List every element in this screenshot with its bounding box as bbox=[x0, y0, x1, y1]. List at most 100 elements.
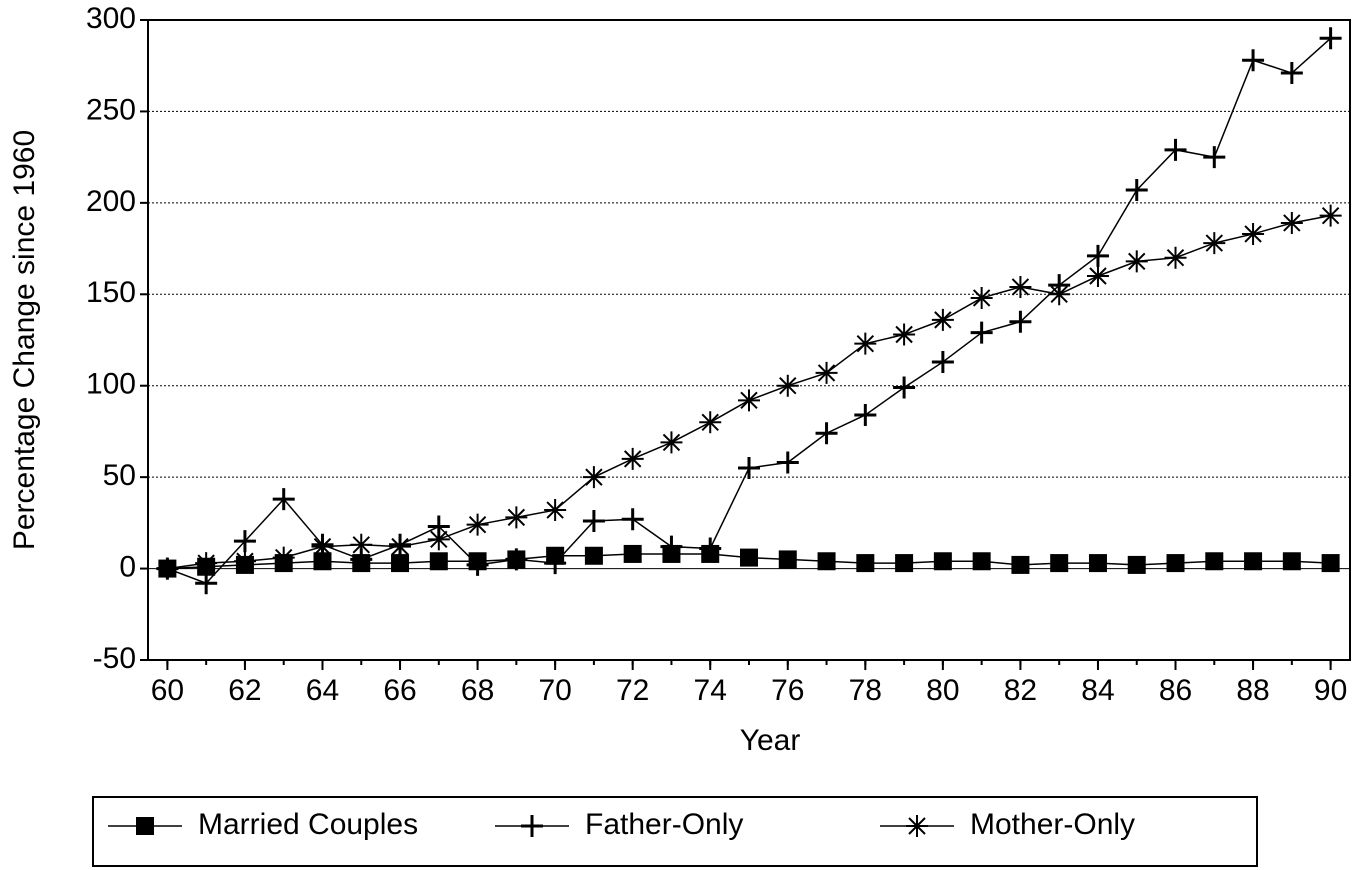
marker-plus bbox=[621, 508, 644, 531]
marker-plus bbox=[1319, 27, 1342, 50]
marker-asterisk bbox=[156, 557, 179, 580]
marker-plus bbox=[1125, 179, 1148, 202]
y-tick-label: -50 bbox=[93, 642, 136, 675]
marker-square bbox=[1321, 554, 1340, 573]
marker-asterisk bbox=[427, 528, 450, 551]
marker-asterisk bbox=[1164, 246, 1187, 269]
x-tick-label: 84 bbox=[1081, 674, 1114, 707]
marker-square bbox=[1088, 554, 1107, 573]
marker-plus bbox=[1009, 310, 1032, 333]
marker-plus bbox=[931, 350, 954, 373]
legend-marker bbox=[521, 815, 543, 837]
marker-asterisk bbox=[660, 431, 683, 454]
marker-square bbox=[1205, 552, 1224, 571]
marker-asterisk bbox=[854, 332, 877, 355]
y-tick-label: 100 bbox=[86, 368, 136, 401]
marker-asterisk bbox=[1242, 222, 1265, 245]
marker-plus bbox=[1280, 62, 1303, 85]
marker-square bbox=[391, 554, 410, 573]
x-tick-label: 88 bbox=[1236, 674, 1269, 707]
legend-marker bbox=[136, 817, 154, 835]
marker-asterisk bbox=[1009, 275, 1032, 298]
x-tick-label: 80 bbox=[926, 674, 959, 707]
x-tick-label: 72 bbox=[616, 674, 649, 707]
legend-marker bbox=[906, 815, 928, 837]
x-tick-label: 70 bbox=[538, 674, 571, 707]
marker-square bbox=[856, 554, 875, 573]
marker-square bbox=[972, 552, 991, 571]
legend-label: Married Couples bbox=[198, 808, 418, 841]
marker-asterisk bbox=[970, 286, 993, 309]
marker-square bbox=[1244, 552, 1263, 571]
marker-plus bbox=[272, 488, 295, 511]
marker-plus bbox=[466, 553, 489, 576]
plot-frame bbox=[147, 19, 1351, 661]
marker-plus bbox=[544, 552, 567, 575]
marker-square bbox=[933, 552, 952, 571]
x-tick-label: 64 bbox=[306, 674, 339, 707]
x-tick-label: 62 bbox=[228, 674, 261, 707]
x-tick-label: 66 bbox=[383, 674, 416, 707]
marker-plus bbox=[505, 548, 528, 571]
marker-asterisk bbox=[389, 535, 412, 558]
marker-asterisk bbox=[582, 466, 605, 489]
marker-plus bbox=[233, 530, 256, 553]
marker-asterisk bbox=[1048, 283, 1071, 306]
marker-plus bbox=[195, 572, 218, 595]
marker-plus bbox=[1086, 244, 1109, 267]
marker-asterisk bbox=[350, 533, 373, 556]
marker-asterisk bbox=[272, 546, 295, 569]
marker-plus bbox=[699, 537, 722, 560]
x-axis-label: Year bbox=[740, 724, 801, 757]
marker-asterisk bbox=[699, 411, 722, 434]
marker-square bbox=[1282, 552, 1301, 571]
marker-square bbox=[429, 552, 448, 571]
marker-square bbox=[1166, 554, 1185, 573]
marker-plus bbox=[1203, 146, 1226, 169]
y-tick-label: 300 bbox=[86, 2, 136, 35]
marker-asterisk bbox=[1203, 232, 1226, 255]
marker-plus bbox=[854, 403, 877, 426]
marker-plus bbox=[660, 535, 683, 558]
marker-plus bbox=[815, 422, 838, 445]
marker-plus bbox=[582, 510, 605, 533]
marker-square bbox=[1011, 555, 1030, 574]
marker-asterisk bbox=[195, 552, 218, 575]
marker-asterisk bbox=[815, 361, 838, 384]
marker-square bbox=[584, 546, 603, 565]
marker-asterisk bbox=[505, 506, 528, 529]
marker-square bbox=[623, 544, 642, 563]
y-tick-label: 250 bbox=[86, 93, 136, 126]
legend-label: Father-Only bbox=[585, 808, 743, 841]
marker-square bbox=[313, 552, 332, 571]
y-tick-label: 200 bbox=[86, 185, 136, 218]
marker-square bbox=[895, 554, 914, 573]
x-tick-label: 78 bbox=[849, 674, 882, 707]
x-tick-label: 86 bbox=[1159, 674, 1192, 707]
marker-asterisk bbox=[931, 308, 954, 331]
y-tick-label: 0 bbox=[119, 550, 136, 583]
marker-square bbox=[817, 552, 836, 571]
legend-box bbox=[92, 796, 1258, 867]
y-axis-label: Percentage Change since 1960 bbox=[8, 130, 41, 550]
marker-square bbox=[778, 550, 797, 569]
marker-asterisk bbox=[621, 447, 644, 470]
marker-plus bbox=[970, 321, 993, 344]
marker-asterisk bbox=[776, 374, 799, 397]
marker-square bbox=[1050, 554, 1069, 573]
x-tick-label: 82 bbox=[1004, 674, 1037, 707]
marker-plus bbox=[738, 457, 760, 479]
x-tick-label: 60 bbox=[151, 674, 184, 707]
series-line bbox=[167, 37, 1332, 585]
legend-label: Mother-Only bbox=[970, 808, 1135, 841]
x-tick-label: 74 bbox=[694, 674, 727, 707]
marker-plus bbox=[1242, 49, 1265, 72]
marker-asterisk bbox=[233, 550, 256, 573]
marker-asterisk bbox=[466, 513, 489, 536]
marker-plus bbox=[893, 376, 916, 399]
x-tick-label: 76 bbox=[771, 674, 804, 707]
marker-plus bbox=[776, 451, 799, 474]
marker-asterisk bbox=[1125, 250, 1148, 273]
marker-asterisk bbox=[738, 389, 760, 412]
